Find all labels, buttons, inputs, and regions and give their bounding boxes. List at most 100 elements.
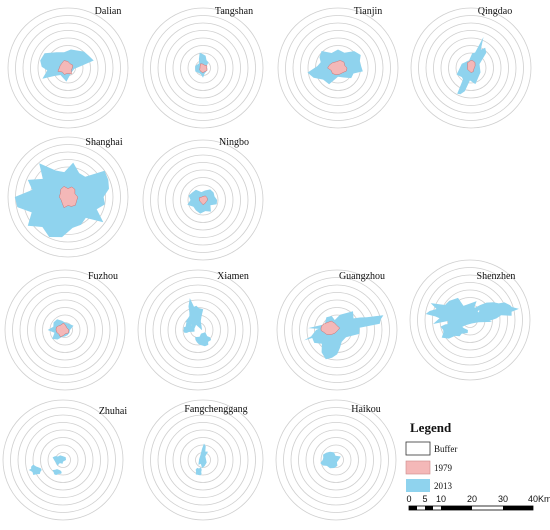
map-panel-fangchenggang: Fangchenggang	[142, 399, 264, 521]
scale-tick-40: 40	[528, 494, 538, 504]
buffer-ring	[7, 136, 129, 258]
urban-extent-2013	[183, 322, 195, 333]
scale-tick-5: 5	[422, 494, 427, 504]
urban-extent-2013	[440, 319, 468, 339]
scale-tick-10: 10	[436, 494, 446, 504]
map-panel-zhuhai: Zhuhai	[2, 399, 127, 521]
city-label-fuzhou: Fuzhou	[88, 271, 118, 282]
urban-extent-1979	[327, 60, 348, 75]
scale-tick-20: 20	[467, 494, 477, 504]
legend: Legend Buffer 1979 2013 0 5 10 20 30 40 …	[405, 420, 550, 511]
buffer-ring	[424, 274, 516, 366]
buffer-ring	[283, 407, 389, 513]
buffer-ring	[409, 259, 531, 381]
buffer-ring	[7, 7, 129, 129]
buffer-ring	[290, 414, 382, 506]
buffer-ring	[150, 147, 256, 253]
urban-extent-2013	[425, 297, 493, 330]
buffer-ring	[47, 444, 79, 476]
buffer-ring	[425, 22, 517, 114]
buffer-ring	[2, 399, 124, 521]
buffer-ring	[165, 162, 241, 238]
map-panel-shenzhen: Shenzhen	[409, 259, 531, 381]
buffer-ring	[165, 422, 241, 498]
buffer-ring	[142, 399, 264, 521]
urban-extent-1979	[55, 322, 70, 338]
buffer-ring	[305, 429, 367, 491]
buffer-ring	[432, 282, 508, 358]
city-label-ningbo: Ningbo	[219, 137, 249, 148]
urban-extent-2013	[320, 451, 341, 469]
buffer-ring	[137, 269, 259, 391]
buffer-ring	[180, 437, 226, 483]
buffer-ring	[30, 30, 106, 106]
buffer-ring	[160, 292, 236, 368]
map-panel-xiamen: Xiamen	[137, 269, 259, 391]
buffer-ring	[187, 52, 219, 84]
scale-tick-0: 0	[406, 494, 411, 504]
buffer-ring	[448, 45, 494, 91]
city-label-fangchenggang: Fangchenggang	[184, 404, 247, 415]
urban-extent-2013	[195, 332, 212, 347]
buffer-ring	[277, 7, 399, 129]
buffer-ring	[167, 299, 229, 361]
map-panel-guangzhou: Guangzhou	[276, 269, 398, 391]
urban-extent-2013	[52, 469, 62, 475]
buffer-ring	[187, 444, 219, 476]
legend-label-2013: 2013	[434, 481, 453, 491]
buffer-ring	[180, 45, 226, 91]
buffer-ring	[187, 184, 219, 216]
buffer-ring	[298, 422, 374, 498]
buffer-ring	[40, 437, 86, 483]
buffer-ring	[418, 15, 524, 121]
buffer-ring	[150, 407, 256, 513]
city-label-xiamen: Xiamen	[217, 271, 249, 282]
buffer-ring	[19, 284, 111, 376]
buffer-ring	[275, 399, 397, 521]
city-label-guangzhou: Guangzhou	[339, 271, 385, 282]
legend-swatch-2013	[406, 479, 430, 492]
buffer-ring	[157, 154, 249, 246]
urban-extent-2013	[28, 464, 42, 475]
buffer-ring	[157, 22, 249, 114]
map-panel-ningbo: Ningbo	[142, 137, 264, 261]
urban-extent-2013	[185, 298, 204, 331]
legend-swatch-buffer	[405, 441, 431, 456]
buffer-ring	[172, 37, 234, 99]
city-label-shenzhen: Shenzhen	[477, 271, 516, 282]
buffer-ring	[313, 437, 359, 483]
legend-title: Legend	[410, 420, 452, 435]
map-panel-tangshan: Tangshan	[142, 6, 264, 129]
urban-extent-1979	[198, 195, 208, 206]
urban-extent-2013	[195, 467, 202, 476]
buffer-ring	[417, 267, 523, 373]
buffer-ring	[172, 169, 234, 231]
buffer-ring	[142, 7, 264, 129]
map-panel-haikou: Haikou	[275, 399, 397, 521]
buffer-ring	[284, 277, 390, 383]
scale-tick-30: 30	[498, 494, 508, 504]
city-label-tianjin: Tianjin	[354, 6, 383, 17]
map-panel-dalian: Dalian	[7, 6, 129, 129]
map-panel-qingdao: Qingdao	[410, 6, 532, 129]
city-label-qingdao: Qingdao	[478, 6, 512, 17]
buffer-ring	[292, 22, 384, 114]
city-label-haikou: Haikou	[351, 404, 380, 415]
buffer-ring	[165, 30, 241, 106]
buffer-ring	[145, 277, 251, 383]
city-label-tangshan: Tangshan	[215, 6, 253, 17]
buffer-ring	[172, 429, 234, 491]
buffer-ring	[455, 52, 487, 84]
buffer-ring	[4, 269, 126, 391]
legend-swatch-1979	[405, 460, 431, 475]
map-panel-tianjin: Tianjin	[277, 6, 399, 129]
buffer-ring	[15, 15, 121, 121]
buffer-ring	[37, 37, 99, 99]
buffer-ring	[285, 15, 391, 121]
buffer-ring	[299, 292, 375, 368]
buffer-ring	[276, 269, 398, 391]
buffer-ring	[410, 7, 532, 129]
buffer-ring	[440, 37, 502, 99]
buffer-ring	[25, 422, 101, 498]
